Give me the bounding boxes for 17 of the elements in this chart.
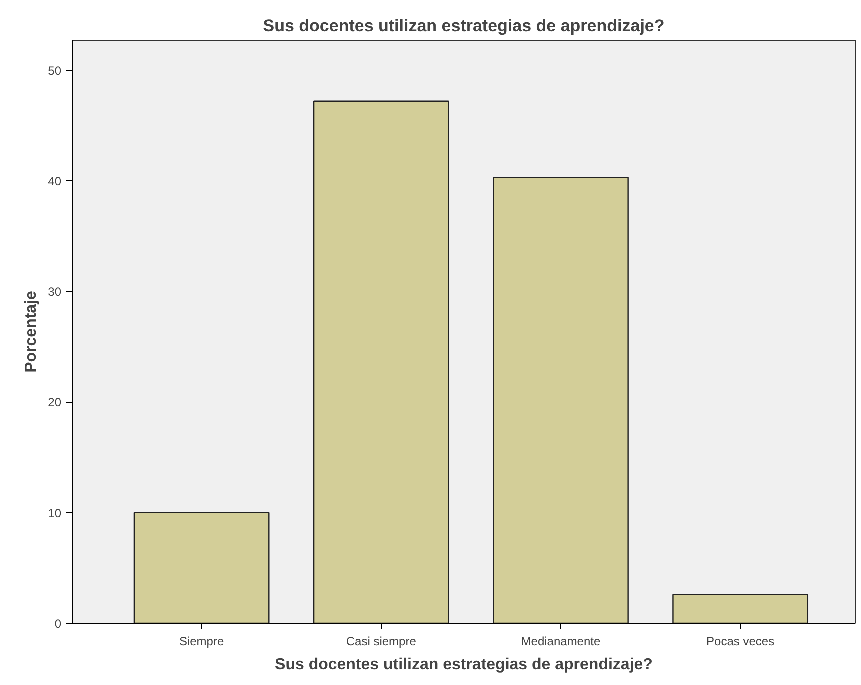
x-tick-label: Siempre [179, 634, 224, 648]
y-tick-label: 20 [48, 396, 62, 410]
bar [313, 100, 450, 624]
x-axis-title: Sus docentes utilizan estrategias de aprendizaje? [275, 656, 653, 674]
x-tick-label: Casi siempre [346, 634, 417, 648]
y-tick-label: 30 [48, 285, 62, 300]
y-tick-label: 0 [54, 617, 62, 631]
chart-title: Sus docentes utilizan estrategias de aprendizaje? [263, 16, 665, 36]
x-tick-label: Pocas veces [706, 634, 775, 648]
y-axis-title: Porcentaje [23, 290, 40, 373]
bar [134, 512, 270, 624]
bar [493, 177, 629, 624]
y-tick-label: 10 [48, 506, 62, 520]
y-tick-label: 50 [48, 64, 62, 78]
bar [672, 594, 809, 624]
x-tick-label: Medianamente [521, 634, 601, 648]
y-tick-label: 40 [48, 174, 62, 188]
